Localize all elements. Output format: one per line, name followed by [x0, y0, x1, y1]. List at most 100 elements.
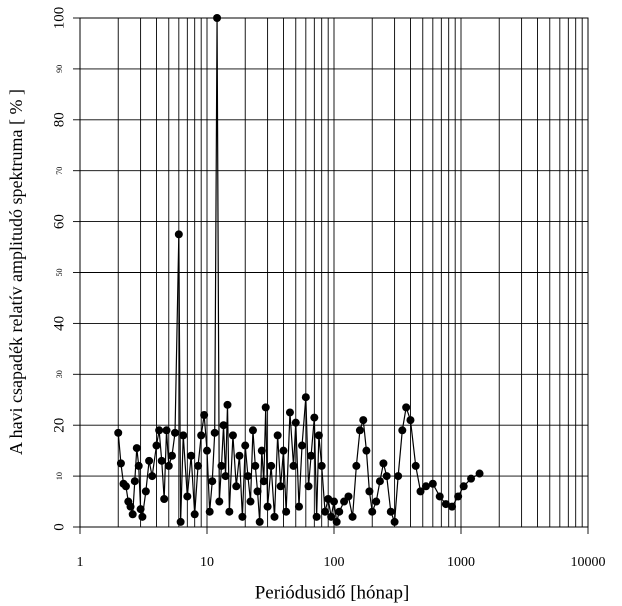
data-point: [279, 446, 288, 455]
data-point: [344, 492, 353, 501]
data-point: [310, 413, 319, 422]
data-point: [261, 403, 270, 412]
data-point: [241, 441, 250, 450]
data-point: [251, 461, 260, 470]
x-tick-label: 1: [77, 555, 84, 570]
data-point: [257, 446, 266, 455]
data-point: [416, 487, 425, 496]
data-point: [394, 472, 403, 481]
data-point: [312, 512, 321, 521]
data-point: [130, 477, 139, 486]
data-point: [248, 426, 257, 435]
data-point: [301, 393, 310, 402]
data-point: [171, 428, 180, 437]
data-point: [372, 497, 381, 506]
data-point: [217, 461, 226, 470]
data-point: [246, 497, 255, 506]
data-point: [270, 512, 279, 521]
x-tick-label: 100: [324, 555, 345, 570]
data-point: [355, 426, 364, 435]
data-point: [215, 497, 224, 506]
y-tick-label: 20: [51, 418, 67, 433]
data-point: [238, 512, 247, 521]
data-point: [203, 446, 211, 455]
data-point: [379, 459, 388, 468]
data-point: [390, 517, 399, 526]
data-point: [263, 502, 272, 511]
data-point: [291, 418, 300, 427]
data-point: [276, 482, 285, 491]
data-point: [314, 431, 323, 440]
y-tick-label: 90: [55, 65, 64, 73]
data-point: [321, 507, 330, 516]
data-point: [164, 461, 173, 470]
data-point: [359, 416, 368, 425]
data-point: [116, 459, 125, 468]
data-point: [183, 492, 192, 501]
data-point: [155, 426, 164, 435]
data-point: [304, 482, 313, 491]
data-point: [402, 403, 411, 412]
data-point: [225, 507, 234, 516]
data-point: [255, 517, 264, 526]
y-tick-label: 100: [51, 7, 67, 30]
data-point: [157, 456, 166, 465]
data-point: [128, 510, 137, 519]
data-point: [282, 507, 291, 516]
data-point: [232, 482, 241, 491]
data-point: [162, 426, 171, 435]
data-point: [167, 451, 176, 460]
data-point: [138, 512, 147, 521]
data-point: [160, 495, 169, 504]
data-point: [223, 400, 232, 409]
data-point: [145, 456, 154, 465]
y-tick-label: 40: [51, 316, 67, 331]
data-point: [317, 461, 326, 470]
data-point: [267, 461, 276, 470]
data-point: [368, 507, 377, 516]
data-point: [365, 487, 374, 496]
data-point: [348, 512, 357, 521]
data-point: [362, 446, 371, 455]
data-point: [219, 421, 228, 430]
data-point: [332, 517, 341, 526]
data-point: [289, 461, 298, 470]
data-point: [152, 441, 161, 450]
data-point: [285, 408, 294, 417]
data-point: [179, 431, 188, 440]
data-point: [411, 461, 420, 470]
data-point: [475, 469, 484, 478]
data-point: [386, 507, 395, 516]
data-point: [307, 451, 316, 460]
y-tick-label: 60: [51, 214, 67, 229]
y-axis-title: A havi csapadék relatív amplitudó spektr…: [6, 89, 26, 455]
data-point: [273, 431, 282, 440]
data-point: [259, 477, 268, 486]
data-point: [459, 482, 468, 491]
data-point: [121, 482, 130, 491]
data-point: [200, 411, 209, 420]
data-point: [136, 505, 145, 514]
x-axis-title: Periódusidő [hónap]: [255, 582, 410, 603]
data-point: [294, 502, 303, 511]
data-point: [375, 477, 384, 486]
data-point: [141, 487, 150, 496]
data-point: [194, 461, 203, 470]
data-point: [298, 441, 307, 450]
data-point: [406, 416, 415, 425]
data-point: [243, 472, 252, 481]
data-point: [134, 461, 143, 470]
data-point: [421, 482, 430, 491]
data-point: [221, 472, 230, 481]
data-point: [197, 431, 206, 440]
y-tick-label: 0: [51, 523, 67, 531]
y-tick-label: 50: [55, 269, 64, 277]
data-point: [210, 428, 219, 437]
data-point: [176, 517, 185, 526]
data-point: [132, 444, 141, 453]
data-point: [205, 507, 214, 516]
data-point: [187, 451, 196, 460]
data-point: [228, 431, 237, 440]
data-point: [213, 14, 222, 22]
